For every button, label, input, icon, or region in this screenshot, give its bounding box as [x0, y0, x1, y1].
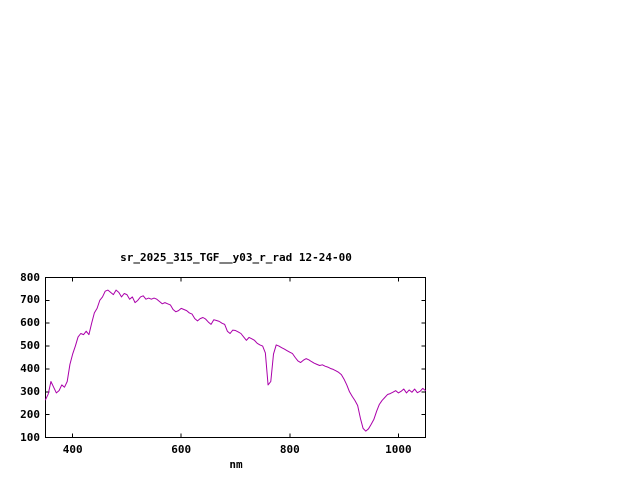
x-tick-label: 800 [279, 443, 300, 456]
y-tick-label: 500 [20, 339, 40, 353]
y-tick-label: 100 [20, 430, 40, 444]
y-tick-label: 800 [20, 270, 40, 284]
x-axis-label: nm [229, 458, 243, 471]
plot-border [45, 277, 426, 438]
y-tick-label: 200 [20, 407, 40, 421]
chart-title: sr_2025_315_TGF__y03_r_rad 12-24-00 [120, 251, 352, 264]
y-tick-label: 400 [20, 361, 40, 375]
y-tick-label: 300 [20, 384, 40, 398]
x-tick-label: 1000 [385, 443, 412, 456]
x-tick-label: 600 [171, 443, 192, 456]
y-tick-label: 600 [20, 316, 40, 330]
spectrum-data-line [45, 289, 426, 432]
y-tick-label: 700 [20, 293, 40, 307]
x-tick-label: 400 [62, 443, 83, 456]
